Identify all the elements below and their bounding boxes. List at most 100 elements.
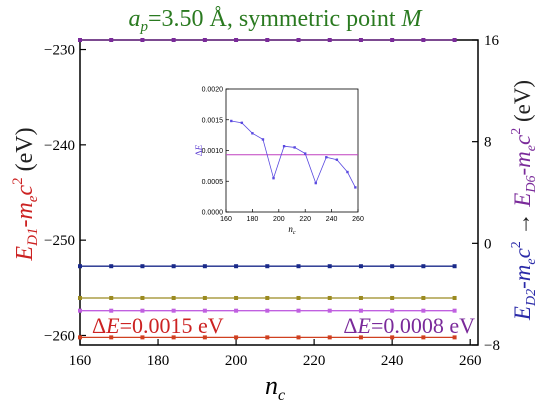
series-point-1 [78, 38, 82, 42]
inset-point [261, 138, 265, 141]
x-tick-label: 220 [303, 353, 326, 369]
left-y-tick-label: −230 [44, 43, 75, 59]
series-point-2 [234, 264, 239, 269]
inset-x-tick-label: 260 [352, 216, 364, 223]
left-label-rest2: c [12, 185, 38, 196]
inset-series [230, 119, 357, 189]
series-point-1 [421, 38, 426, 42]
left-axis-label: ED1-mec2 (eV) [10, 127, 41, 261]
series-point-2 [265, 264, 270, 269]
series-point-0 [327, 335, 332, 340]
inset-point [293, 146, 296, 149]
series-point-1 [109, 38, 114, 42]
annotation-right-text: =0.0008 eV [371, 313, 475, 338]
series-point-4 [78, 308, 82, 313]
series-point-3 [421, 295, 426, 300]
right-label-sub2b: e [524, 145, 539, 151]
annotation-delta-left: ΔE=0.0015 eV [92, 313, 224, 338]
series-point-1 [452, 38, 457, 42]
series-point-0 [234, 335, 239, 340]
right-label-sub2: D6 [524, 176, 539, 194]
series-point-2 [140, 264, 145, 269]
annotation-left-sym: Δ [92, 313, 106, 338]
annotation-right-sym: Δ [343, 313, 357, 338]
x-axis-sub: c [278, 387, 285, 404]
series-point-1 [265, 38, 270, 42]
left-label-unit: (eV) [12, 127, 38, 177]
series-point-1 [296, 38, 301, 42]
inset-chart: 160 180 200 220 240 260 0.0000 0.0005 0.0010 0.00… [194, 87, 364, 237]
series-point-3 [202, 295, 207, 300]
series-point-0 [78, 335, 82, 340]
inset-point [354, 186, 357, 189]
right-label-unit: (eV) [510, 80, 535, 128]
annotation-left-text: =0.0015 eV [120, 313, 224, 338]
right-y-tick-label: 0 [484, 236, 492, 252]
series-point-2 [171, 264, 176, 269]
inset-point [325, 156, 328, 159]
series-point-4 [358, 308, 363, 313]
right-label-arrow: → [510, 207, 535, 242]
x-axis-var: n [265, 371, 278, 400]
right-label-mid2: -m [510, 151, 535, 175]
x-tick-label: 240 [381, 353, 404, 369]
inset-x-sub: c [293, 230, 296, 236]
inset-point [230, 119, 233, 123]
series-point-0 [171, 335, 176, 340]
series-point-0 [265, 335, 270, 340]
x-tick-label: 180 [147, 353, 170, 369]
right-label-c1: c [510, 248, 535, 258]
series-point-0 [109, 335, 114, 340]
right-label-c2: c [510, 135, 535, 145]
inset-frame [225, 88, 359, 213]
series-point-2 [421, 264, 426, 269]
inset-y-tick-label: 0.0020 [202, 87, 224, 94]
series-point-0 [202, 335, 207, 340]
series-point-3 [296, 295, 301, 300]
series-point-3 [327, 295, 332, 300]
inset-point [282, 144, 286, 148]
series-point-1 [234, 38, 239, 42]
chart-title: ap=3.50 Å, symmetric point M [128, 6, 423, 35]
series-point-1 [390, 38, 395, 42]
title-rest: =3.50 Å, symmetric point [148, 6, 402, 32]
axis-ticks: 160 180 200 220 240 260 −260 −250 −240 −230 −8 0 8 16 [44, 33, 500, 369]
inset-y-sym: Δ [194, 150, 204, 156]
inset-point [335, 158, 339, 161]
series-point-4 [296, 308, 301, 313]
series-point-3 [140, 295, 145, 300]
inset-point [272, 176, 275, 180]
left-label-rest: -m [12, 202, 38, 227]
title-point: M [401, 6, 424, 32]
series-point-0 [140, 335, 145, 340]
title-var: a [128, 6, 140, 32]
inset-x-tick-label: 200 [273, 216, 285, 223]
right-y-tick-label: 8 [484, 135, 492, 151]
series-point-0 [421, 335, 426, 340]
right-label-part1: E [510, 306, 535, 321]
series-point-1 [202, 38, 207, 42]
series-point-2 [78, 264, 82, 269]
inset-point [314, 181, 317, 185]
series-point-4 [327, 308, 332, 313]
inset-y-tick-label: 0.0005 [202, 179, 224, 186]
left-label-sub2: e [25, 195, 41, 202]
inset-point [304, 152, 307, 155]
x-axis-label: nc [265, 371, 285, 404]
left-label-sup: 2 [10, 177, 26, 185]
series-point-4 [265, 308, 270, 313]
series-point-2 [452, 264, 457, 269]
x-tick-label: 200 [225, 353, 248, 369]
series-point-4 [452, 308, 457, 313]
right-axis-label: ED2-mec2 → ED6-mec2 (eV) [509, 80, 539, 321]
left-label-sub: D1 [25, 228, 41, 247]
series-point-0 [358, 335, 363, 340]
inset-point [240, 121, 244, 125]
right-label-sup1: 2 [509, 241, 524, 248]
series-point-4 [140, 308, 145, 313]
series-point-3 [171, 295, 176, 300]
series-point-0 [296, 335, 301, 340]
right-label-sub1b: e [524, 258, 539, 264]
left-label-E: E [12, 246, 38, 262]
